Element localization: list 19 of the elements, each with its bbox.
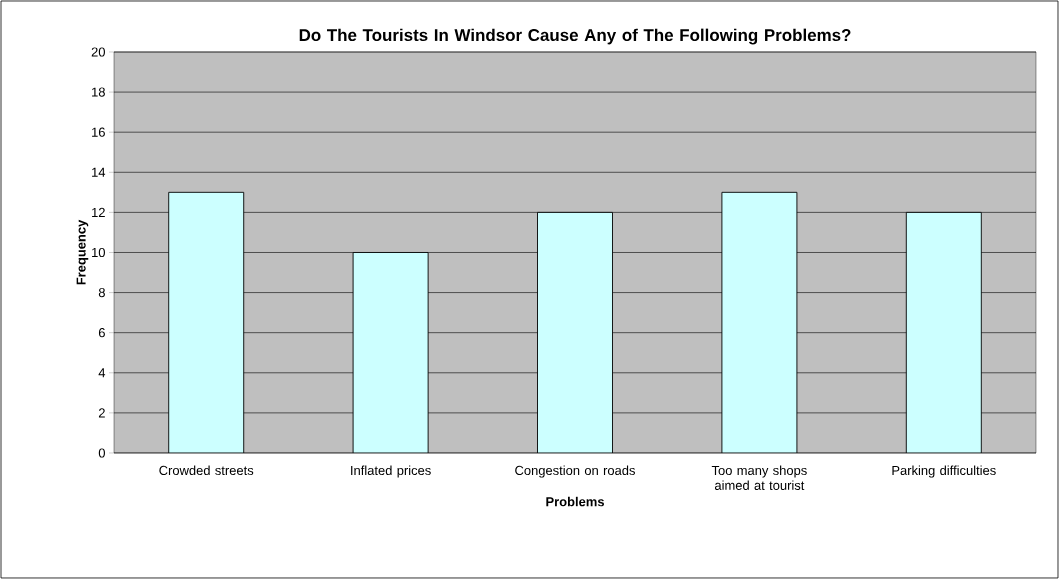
y-tick-label: 6 <box>98 328 105 338</box>
x-axis-title: Problems <box>546 496 604 507</box>
x-tick-label: Inflated prices <box>351 465 431 478</box>
y-tick-label: 18 <box>92 87 105 97</box>
y-tick-label: 16 <box>92 127 105 137</box>
y-tick-label: 20 <box>91 47 105 57</box>
x-tick-label: Crowded streets <box>159 465 254 476</box>
y-tick-label: 8 <box>98 288 105 298</box>
x-tick-label: Congestion on roads <box>515 465 635 478</box>
y-tick-label: 14 <box>92 167 106 177</box>
y-tick-label: 4 <box>98 368 106 378</box>
y-tick-label: 10 <box>92 247 105 258</box>
y-tick-label: 0 <box>98 448 105 458</box>
chart-title: Do The Tourists In Windsor Cause Any of The Following Problems? <box>299 28 851 45</box>
x-tick-label: Parking difficulties <box>892 465 996 478</box>
y-tick-label: 12 <box>92 207 105 217</box>
y-axis-title: Frequency <box>76 219 89 285</box>
x-tick-label: Too many shops aimed at tourist <box>711 465 807 490</box>
y-tick-label: 2 <box>98 408 105 418</box>
